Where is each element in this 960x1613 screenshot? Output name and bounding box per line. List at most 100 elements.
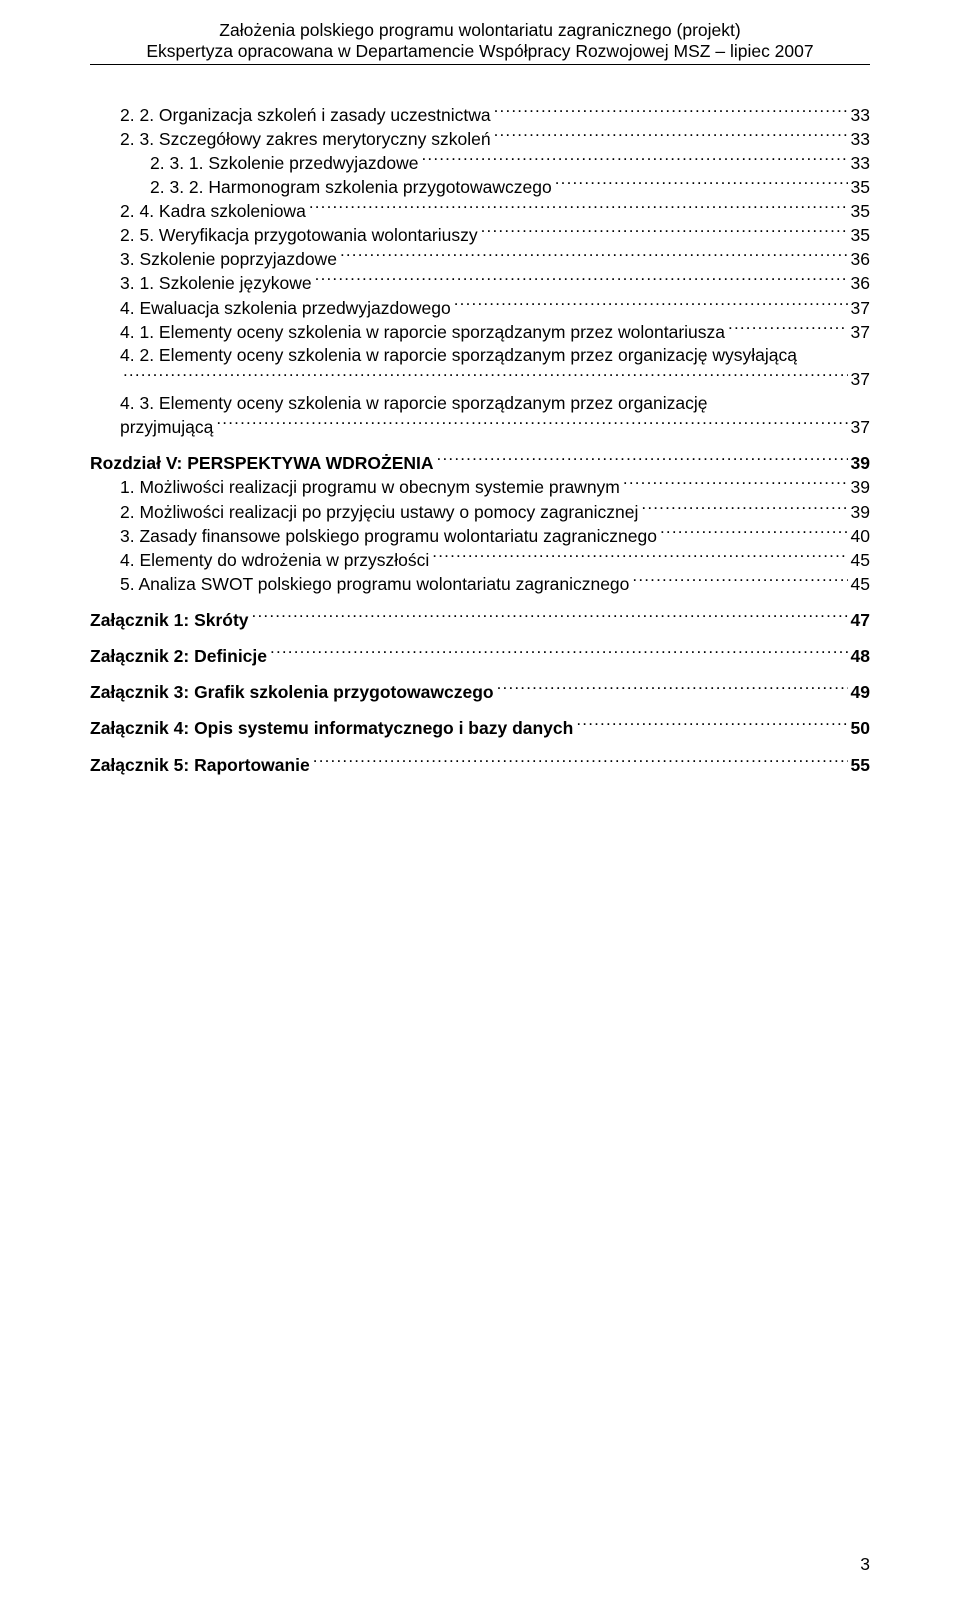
toc-label: Rozdział V: PERSPEKTYWA WDROŻENIA — [90, 452, 434, 476]
toc-appendix: Załącznik 3: Grafik szkolenia przygotowa… — [90, 681, 870, 705]
toc-page: 35 — [851, 176, 870, 200]
table-of-contents: 2. 2. Organizacja szkoleń i zasady uczes… — [90, 103, 870, 777]
toc-label-line1: 4. 2. Elementy oceny szkolenia w raporci… — [90, 344, 870, 368]
toc-page: 39 — [851, 476, 870, 500]
toc-leader — [494, 103, 848, 121]
toc-page: 49 — [851, 681, 870, 705]
toc-entry: 2. 3. Szczegółowy zakres merytoryczny sz… — [90, 127, 870, 151]
toc-leader — [576, 717, 847, 735]
toc-entry: 2. 3. 1. Szkolenie przedwyjazdowe 33 — [90, 151, 870, 175]
toc-entry: 2. 5. Weryfikacja przygotowania wolontar… — [90, 224, 870, 248]
toc-label-line1: 4. 3. Elementy oceny szkolenia w raporci… — [90, 392, 870, 416]
toc-leader — [437, 452, 848, 470]
toc-chapter: Rozdział V: PERSPEKTYWA WDROŻENIA 39 — [90, 452, 870, 476]
toc-label: Załącznik 5: Raportowanie — [90, 754, 310, 778]
toc-page: 33 — [851, 152, 870, 176]
toc-leader — [497, 681, 848, 699]
toc-page: 37 — [851, 321, 870, 345]
toc-leader — [432, 548, 847, 566]
toc-page: 40 — [851, 525, 870, 549]
toc-page: 55 — [851, 754, 870, 778]
toc-label: 3. Szkolenie poprzyjazdowe — [120, 248, 337, 272]
toc-leader — [623, 476, 848, 494]
toc-label: 2. 5. Weryfikacja przygotowania wolontar… — [120, 224, 478, 248]
toc-page: 35 — [851, 224, 870, 248]
toc-leader — [555, 175, 848, 193]
toc-label: 5. Analiza SWOT polskiego programu wolon… — [120, 573, 629, 597]
page-header: Założenia polskiego programu wolontariat… — [90, 20, 870, 65]
toc-page: 45 — [851, 549, 870, 573]
toc-leader — [454, 296, 848, 314]
toc-page: 45 — [851, 573, 870, 597]
toc-label: Załącznik 1: Skróty — [90, 609, 249, 633]
toc-label: 2. 4. Kadra szkoleniowa — [120, 200, 306, 224]
toc-page: 35 — [851, 200, 870, 224]
toc-page: 48 — [851, 645, 870, 669]
toc-label: Załącznik 2: Definicje — [90, 645, 267, 669]
toc-label: 4. Ewaluacja szkolenia przedwyjazdowego — [120, 297, 451, 321]
toc-label: 4. Elementy do wdrożenia w przyszłości — [120, 549, 429, 573]
toc-label: 1. Możliwości realizacji programu w obec… — [120, 476, 620, 500]
toc-page: 37 — [851, 416, 870, 440]
toc-label: 2. 3. Szczegółowy zakres merytoryczny sz… — [120, 128, 491, 152]
toc-leader — [641, 500, 847, 518]
toc-entry: 3. Szkolenie poprzyjazdowe 36 — [90, 248, 870, 272]
toc-appendix: Załącznik 1: Skróty 47 — [90, 609, 870, 633]
toc-entry: 5. Analiza SWOT polskiego programu wolon… — [90, 572, 870, 596]
toc-entry: 2. 2. Organizacja szkoleń i zasady uczes… — [90, 103, 870, 127]
toc-label: 2. 3. 2. Harmonogram szkolenia przygotow… — [150, 176, 552, 200]
toc-leader — [494, 127, 848, 145]
toc-leader — [421, 151, 847, 169]
toc-label: 2. 2. Organizacja szkoleń i zasady uczes… — [120, 104, 491, 128]
toc-entry: 4. Elementy do wdrożenia w przyszłości 4… — [90, 548, 870, 572]
toc-leader — [728, 320, 848, 338]
toc-label-line2: przyjmującą — [120, 416, 213, 440]
toc-entry: 3. Zasady finansowe polskiego programu w… — [90, 524, 870, 548]
toc-leader — [660, 524, 848, 542]
toc-appendix: Załącznik 5: Raportowanie 55 — [90, 753, 870, 777]
toc-page: 39 — [851, 452, 870, 476]
toc-leader — [270, 645, 848, 663]
toc-page: 37 — [851, 368, 870, 392]
toc-page: 47 — [851, 609, 870, 633]
toc-entry: 4. Ewaluacja szkolenia przedwyjazdowego … — [90, 296, 870, 320]
toc-entry-second-line: przyjmującą 37 — [90, 416, 870, 440]
toc-page: 33 — [851, 104, 870, 128]
toc-entry: 1. Możliwości realizacji programu w obec… — [90, 476, 870, 500]
toc-leader — [340, 248, 848, 266]
toc-leader — [309, 200, 848, 218]
toc-entry: 2. Możliwości realizacji po przyjęciu us… — [90, 500, 870, 524]
toc-label: 3. 1. Szkolenie językowe — [120, 272, 312, 296]
toc-entry-second-line: 37 — [90, 368, 870, 392]
toc-label: 2. 3. 1. Szkolenie przedwyjazdowe — [150, 152, 418, 176]
page-number: 3 — [860, 1554, 870, 1575]
toc-entry: 2. 3. 2. Harmonogram szkolenia przygotow… — [90, 175, 870, 199]
toc-label: 4. 1. Elementy oceny szkolenia w raporci… — [120, 321, 725, 345]
toc-entry: 3. 1. Szkolenie językowe 36 — [90, 272, 870, 296]
toc-leader — [252, 609, 848, 627]
toc-entry: 4. 1. Elementy oceny szkolenia w raporci… — [90, 320, 870, 344]
toc-label: 2. Możliwości realizacji po przyjęciu us… — [120, 501, 638, 525]
toc-label: 3. Zasady finansowe polskiego programu w… — [120, 525, 657, 549]
toc-appendix: Załącznik 4: Opis systemu informatyczneg… — [90, 717, 870, 741]
toc-label: Załącznik 3: Grafik szkolenia przygotowa… — [90, 681, 494, 705]
toc-leader — [632, 572, 847, 590]
toc-page: 50 — [851, 717, 870, 741]
toc-page: 39 — [851, 501, 870, 525]
toc-leader — [315, 272, 848, 290]
toc-page: 37 — [851, 297, 870, 321]
header-subtitle: Ekspertyza opracowana w Departamencie Ws… — [90, 41, 870, 62]
toc-label: Załącznik 4: Opis systemu informatyczneg… — [90, 717, 573, 741]
toc-entry: 4. 2. Elementy oceny szkolenia w raporci… — [90, 344, 870, 392]
toc-appendix: Załącznik 2: Definicje 48 — [90, 645, 870, 669]
toc-page: 36 — [851, 272, 870, 296]
toc-page: 33 — [851, 128, 870, 152]
toc-page: 36 — [851, 248, 870, 272]
toc-leader — [216, 416, 847, 434]
toc-entry: 2. 4. Kadra szkoleniowa 35 — [90, 200, 870, 224]
toc-leader — [313, 753, 848, 771]
toc-leader — [481, 224, 848, 242]
header-title: Założenia polskiego programu wolontariat… — [90, 20, 870, 41]
toc-leader — [123, 368, 848, 386]
toc-entry: 4. 3. Elementy oceny szkolenia w raporci… — [90, 392, 870, 440]
